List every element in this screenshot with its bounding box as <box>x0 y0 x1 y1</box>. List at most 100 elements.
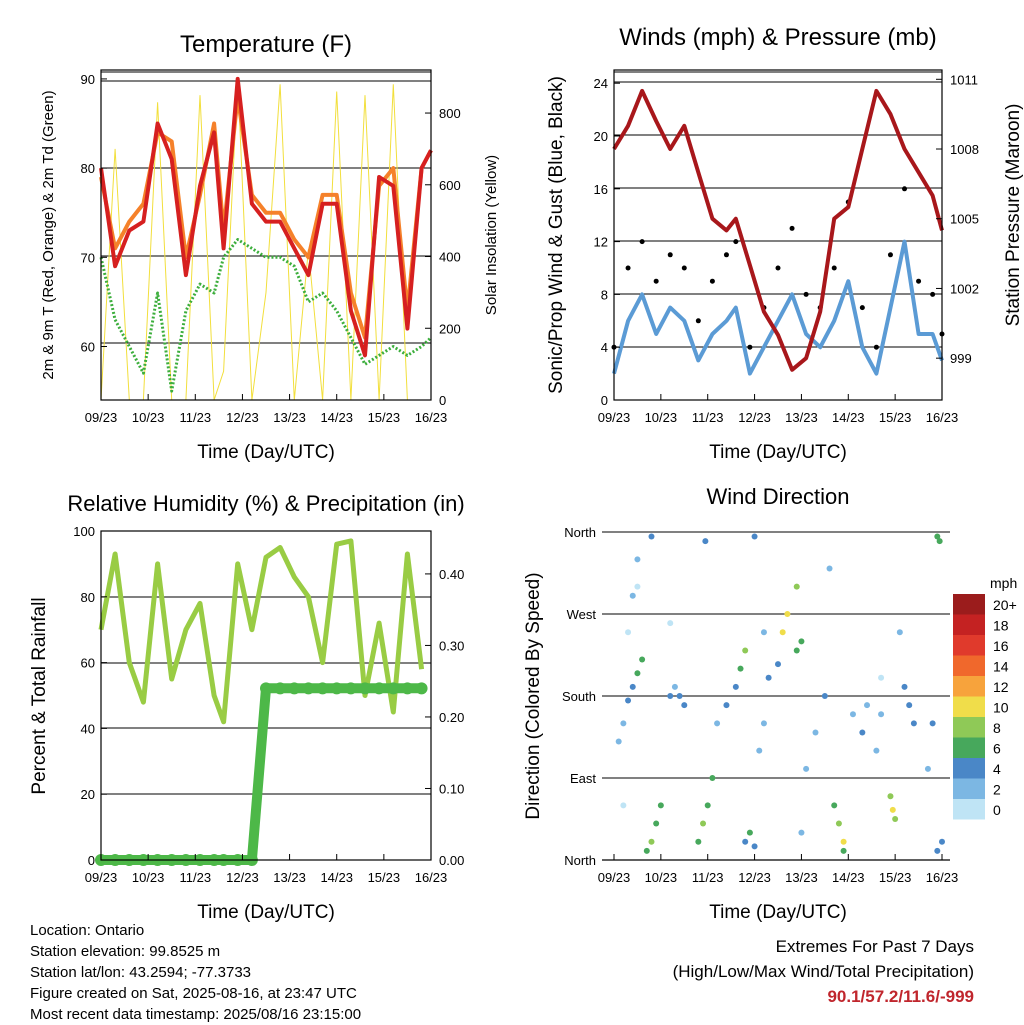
direction-point <box>751 843 758 850</box>
direction-point <box>835 820 842 827</box>
temperature-left-ticks: 60 70 80 90 <box>81 72 107 354</box>
direction-point <box>798 829 805 836</box>
series-line-9m-t <box>99 94 433 340</box>
humidity-frame <box>100 530 432 861</box>
legend-swatch <box>953 799 985 820</box>
direction-point <box>620 720 627 727</box>
x-tick-label: 15/23 <box>879 410 912 425</box>
direction-point <box>657 802 664 809</box>
temperature-title: Temperature (F) <box>180 31 352 58</box>
direction-tick-label: South <box>562 689 596 704</box>
direction-point <box>667 620 674 627</box>
direction-point <box>671 683 678 690</box>
y-tick-label: 80 <box>81 590 95 605</box>
direction-point <box>793 583 800 590</box>
winds-frame <box>613 69 943 401</box>
x-tick-label: 16/23 <box>415 410 448 425</box>
direction-plot-area <box>615 533 945 854</box>
extremes-title: Extremes For Past 7 Days <box>775 937 974 956</box>
precip-point <box>373 682 386 695</box>
direction-point <box>826 565 833 572</box>
direction-point <box>648 838 655 845</box>
legend-label: 2 <box>993 782 1001 798</box>
direction-point <box>889 806 896 813</box>
direction-tick-label: East <box>570 771 596 786</box>
y-tick-label: 200 <box>439 321 461 336</box>
winds-title: Winds (mph) & Pressure (mb) <box>619 24 936 51</box>
x-tick-label: 10/23 <box>645 410 678 425</box>
wind-line <box>612 239 944 376</box>
gust-point <box>625 265 631 271</box>
humidity-panel: Relative Humidity (%) & Precipitation (i… <box>29 491 465 923</box>
x-tick-label: 12/23 <box>226 410 259 425</box>
gust-point <box>859 305 865 311</box>
x-tick-label: 12/23 <box>738 870 771 885</box>
y-tick-label: 8 <box>601 287 608 302</box>
x-tick-label: 16/23 <box>926 410 959 425</box>
x-tick-label: 13/23 <box>785 870 818 885</box>
y-tick-label: 0.40 <box>439 567 464 582</box>
y-tick-label: 400 <box>439 250 461 265</box>
y-tick-label: 600 <box>439 178 461 193</box>
direction-point <box>936 538 943 545</box>
gust-point <box>873 344 879 350</box>
created-text: Figure created on Sat, 2025-08-16, at 23… <box>30 985 357 1002</box>
direction-point <box>676 693 683 699</box>
direction-point <box>625 629 632 636</box>
direction-point <box>775 661 781 668</box>
direction-point <box>643 847 650 854</box>
direction-y-label-left: Direction (Colored By Speed) <box>523 572 544 819</box>
pressure-line <box>612 88 944 372</box>
gust-point <box>775 265 781 271</box>
legend-label: 6 <box>993 741 1001 757</box>
solar-line <box>100 77 431 401</box>
x-tick-label: 11/23 <box>692 410 724 425</box>
direction-point <box>681 702 688 709</box>
direction-point <box>784 611 791 617</box>
humidity-x-ticks: 09/23 10/23 11/23 12/23 13/23 14/23 15/23 16/23 <box>85 854 447 885</box>
legend-label: 18 <box>993 618 1009 634</box>
latlon-text: Station lat/lon: 43.2594; -77.3733 <box>30 964 252 981</box>
legend-label: 10 <box>993 700 1009 716</box>
y-tick-label: 4 <box>601 340 608 355</box>
temperature-frame <box>100 69 432 401</box>
winds-left-ticks: 0 4 8 12 16 20 24 <box>594 76 620 408</box>
x-tick-label: 15/23 <box>368 870 401 885</box>
precip-point <box>415 682 428 695</box>
legend-swatch <box>953 655 985 676</box>
precip-point <box>260 682 272 695</box>
direction-point <box>625 697 632 704</box>
humidity-plot-area <box>95 538 428 866</box>
y-tick-label: 70 <box>81 250 95 265</box>
extremes-subtitle: (High/Low/Max Wind/Total Precipitation) <box>672 962 974 981</box>
x-tick-label: 14/23 <box>320 410 353 425</box>
x-tick-label: 12/23 <box>738 410 771 425</box>
x-tick-label: 15/23 <box>368 410 401 425</box>
x-tick-label: 09/23 <box>598 410 631 425</box>
x-tick-label: 12/23 <box>226 870 259 885</box>
y-tick-label: 0 <box>439 393 446 408</box>
y-tick-label: 999 <box>950 351 972 366</box>
y-tick-label: 60 <box>81 339 95 354</box>
y-tick-label: 80 <box>81 161 95 176</box>
gust-point <box>803 291 809 297</box>
gust-point <box>930 291 936 297</box>
gust-point <box>709 278 715 284</box>
direction-point <box>709 775 716 781</box>
direction-point <box>667 693 674 699</box>
direction-point <box>620 802 627 809</box>
legend-title: mph <box>990 575 1017 591</box>
y-tick-label: 0 <box>601 393 608 408</box>
legend-swatch <box>953 676 985 697</box>
direction-point <box>939 838 945 845</box>
y-tick-label: 24 <box>594 76 608 91</box>
direction-point <box>751 533 758 540</box>
extremes-values: 90.1/57.2/11.6/-999 <box>827 987 974 1006</box>
y-tick-label: 0.00 <box>439 853 464 868</box>
direction-point <box>737 665 744 672</box>
direction-point <box>634 583 641 590</box>
direction-point <box>896 629 903 636</box>
x-tick-label: 13/23 <box>273 870 306 885</box>
y-tick-label: 0.30 <box>439 638 464 653</box>
